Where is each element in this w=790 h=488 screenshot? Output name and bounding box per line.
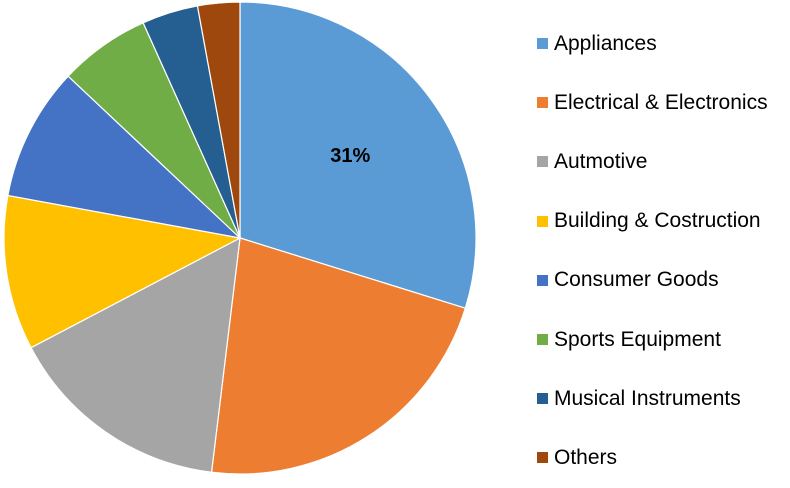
legend-swatch <box>537 215 548 227</box>
legend-item-4: Consumer Goods <box>537 251 768 310</box>
legend-item-7: Others <box>537 428 768 487</box>
legend-label: Musical Instruments <box>554 386 741 410</box>
pie-slice-1 <box>210 237 467 475</box>
legend-label: Others <box>554 445 618 469</box>
legend-item-0: Appliances <box>537 14 768 73</box>
legend-swatch <box>537 452 548 464</box>
pie-slice-2 <box>30 236 241 473</box>
legend-label: Autmotive <box>554 149 648 173</box>
legend-label: Electrical & Electronics <box>554 90 768 114</box>
legend-item-2: Autmotive <box>537 132 768 191</box>
pie-chart: 31% <box>3 1 477 475</box>
data-label-0: 31% <box>330 145 370 167</box>
legend-item-3: Building & Costruction <box>537 192 768 251</box>
legend-label: Appliances <box>554 31 657 55</box>
legend-item-1: Electrical & Electronics <box>537 73 768 132</box>
pie-slice-0 <box>239 1 477 309</box>
legend-label: Building & Costruction <box>554 209 761 233</box>
legend-swatch <box>537 38 548 50</box>
legend-item-6: Musical Instruments <box>537 369 768 428</box>
legend-label: Consumer Goods <box>554 268 719 292</box>
legend-swatch <box>537 393 548 405</box>
pie-slice-4 <box>7 75 242 239</box>
pie-slice-3 <box>3 194 242 349</box>
legend-swatch <box>537 97 548 109</box>
legend-label: Sports Equipment <box>554 327 721 351</box>
legend-item-5: Sports Equipment <box>537 310 768 369</box>
legend-swatch <box>537 334 548 346</box>
legend-swatch <box>537 274 548 286</box>
chart-legend: Appliances Electrical & Electronics Autmot… <box>537 14 768 488</box>
legend-swatch <box>537 156 548 168</box>
pie-slice-7 <box>196 1 241 239</box>
